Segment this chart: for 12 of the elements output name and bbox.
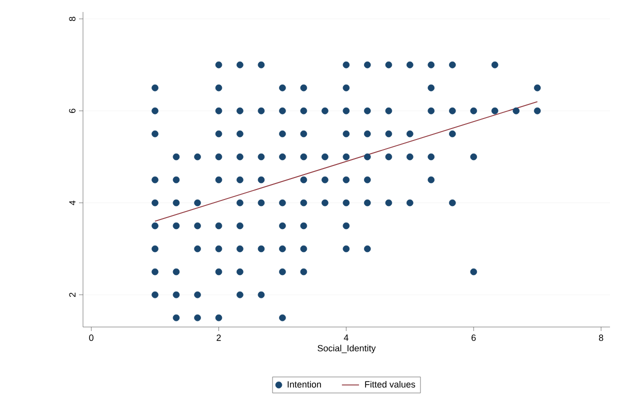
legend-label: Fitted values <box>365 380 416 388</box>
x-tick-label: 6 <box>472 334 476 341</box>
y-tick-label: 6 <box>69 108 76 113</box>
y-tick-label: 8 <box>69 16 76 22</box>
legend-label: Intention <box>288 380 321 388</box>
x-tick-label: 2 <box>216 334 221 341</box>
y-tick-label: 2 <box>69 292 76 297</box>
x-tick-label: 8 <box>598 334 604 341</box>
x-tick-label: 4 <box>344 334 348 341</box>
y-tick-label: 4 <box>69 200 76 206</box>
x-tick-label: 0 <box>89 334 94 341</box>
x-axis-title: Social_Identity <box>318 344 376 354</box>
